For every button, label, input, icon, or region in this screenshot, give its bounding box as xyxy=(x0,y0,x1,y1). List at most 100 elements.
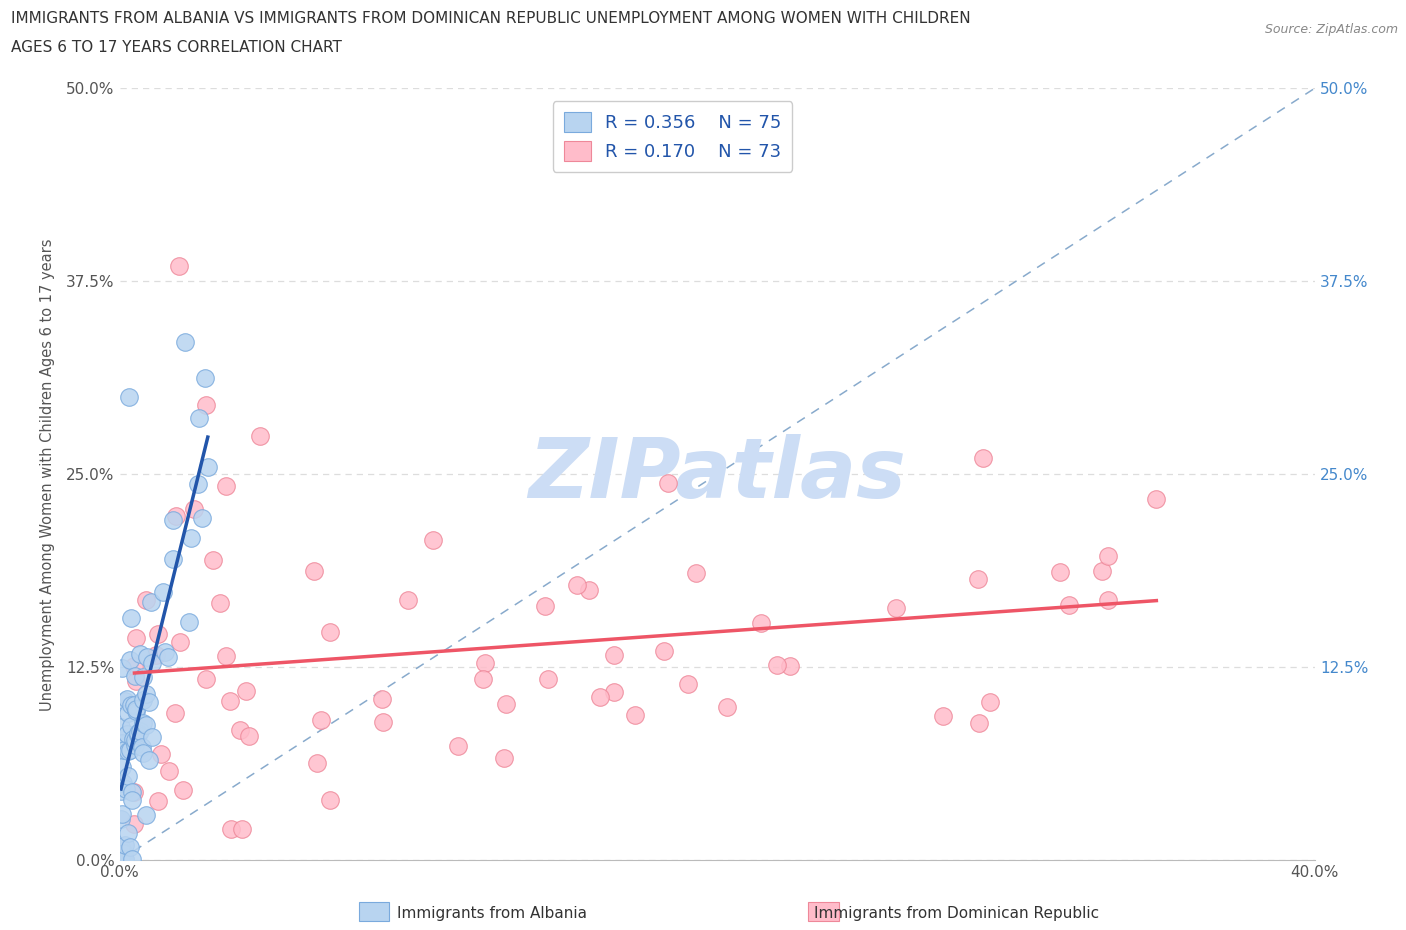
Point xyxy=(492,751,515,765)
Text: Source: ZipAtlas.com: Source: ZipAtlas.com xyxy=(1264,23,1398,36)
Point xyxy=(128,724,150,739)
Point xyxy=(131,746,153,761)
Point xyxy=(132,715,155,730)
Point xyxy=(121,793,143,808)
Point xyxy=(118,390,141,405)
Point xyxy=(534,599,557,614)
Point xyxy=(135,718,157,733)
Point xyxy=(371,692,394,707)
Point xyxy=(114,694,136,709)
Point xyxy=(135,650,157,665)
Point xyxy=(249,428,271,444)
Point xyxy=(373,715,395,730)
Point xyxy=(967,571,990,586)
Point xyxy=(214,478,236,493)
Point xyxy=(110,851,132,866)
Point xyxy=(396,593,419,608)
Point xyxy=(1049,565,1071,579)
Point xyxy=(139,595,162,610)
Point xyxy=(110,737,132,751)
Point xyxy=(141,729,163,744)
Point xyxy=(111,759,134,774)
Point xyxy=(127,725,149,740)
Point xyxy=(120,653,142,668)
Point xyxy=(153,644,176,659)
Point xyxy=(167,259,190,273)
Point xyxy=(194,671,217,686)
Point xyxy=(474,656,496,671)
Point xyxy=(716,699,738,714)
FancyBboxPatch shape xyxy=(359,902,389,921)
Y-axis label: Unemployment Among Women with Children Ages 6 to 17 years: Unemployment Among Women with Children A… xyxy=(39,238,55,711)
Point xyxy=(118,742,141,757)
Point xyxy=(122,698,145,712)
Point xyxy=(603,647,626,662)
Point xyxy=(588,689,610,704)
Point xyxy=(110,720,132,735)
Point xyxy=(932,709,955,724)
Point xyxy=(135,686,157,701)
Point xyxy=(132,670,155,684)
Point xyxy=(131,739,153,754)
Point xyxy=(979,695,1001,710)
Point xyxy=(114,851,136,866)
FancyBboxPatch shape xyxy=(808,902,839,921)
Point xyxy=(1097,592,1119,607)
Text: Immigrants from Albania: Immigrants from Albania xyxy=(396,906,588,921)
Point xyxy=(537,671,560,686)
Point xyxy=(177,615,200,630)
Point xyxy=(1091,564,1114,578)
Point xyxy=(115,692,138,707)
Point xyxy=(114,742,136,757)
Point xyxy=(603,684,626,699)
Point xyxy=(219,694,242,709)
Point xyxy=(138,752,160,767)
Text: IMMIGRANTS FROM ALBANIA VS IMMIGRANTS FROM DOMINICAN REPUBLIC UNEMPLOYMENT AMONG: IMMIGRANTS FROM ALBANIA VS IMMIGRANTS FR… xyxy=(11,11,972,26)
Point xyxy=(138,694,160,709)
Point xyxy=(120,698,142,712)
Point xyxy=(180,530,202,545)
Point xyxy=(132,693,155,708)
Point xyxy=(117,705,139,720)
Point xyxy=(191,511,214,525)
Point xyxy=(121,785,143,800)
Point xyxy=(162,551,184,566)
Point xyxy=(150,747,173,762)
Point xyxy=(110,784,132,799)
Point xyxy=(157,764,180,778)
Legend: R = 0.356    N = 75, R = 0.170    N = 73: R = 0.356 N = 75, R = 0.170 N = 73 xyxy=(553,101,793,172)
Point xyxy=(146,793,169,808)
Point xyxy=(111,851,134,866)
Point xyxy=(652,644,675,658)
Point xyxy=(115,781,138,796)
Point xyxy=(235,684,257,698)
Point xyxy=(169,635,191,650)
Point xyxy=(122,732,145,747)
Text: Immigrants from Dominican Republic: Immigrants from Dominican Republic xyxy=(814,906,1098,921)
Point xyxy=(319,792,342,807)
Point xyxy=(202,552,225,567)
Point xyxy=(678,676,700,691)
Point xyxy=(124,631,146,645)
Point xyxy=(115,726,138,741)
Point xyxy=(117,826,139,841)
Point xyxy=(187,476,209,491)
Point xyxy=(125,673,148,688)
Point xyxy=(231,822,253,837)
Point xyxy=(447,738,470,753)
Point xyxy=(127,727,149,742)
Point xyxy=(145,647,167,662)
Point xyxy=(111,660,134,675)
Point xyxy=(1057,597,1080,612)
Text: AGES 6 TO 17 YEARS CORRELATION CHART: AGES 6 TO 17 YEARS CORRELATION CHART xyxy=(11,40,342,55)
Point xyxy=(112,845,135,860)
Point xyxy=(307,756,329,771)
Point xyxy=(238,729,260,744)
Point xyxy=(124,658,146,673)
Point xyxy=(219,822,242,837)
Point xyxy=(1097,548,1119,563)
Point xyxy=(125,701,148,716)
Point xyxy=(1144,492,1167,507)
Point xyxy=(188,411,211,426)
Point xyxy=(110,811,132,826)
